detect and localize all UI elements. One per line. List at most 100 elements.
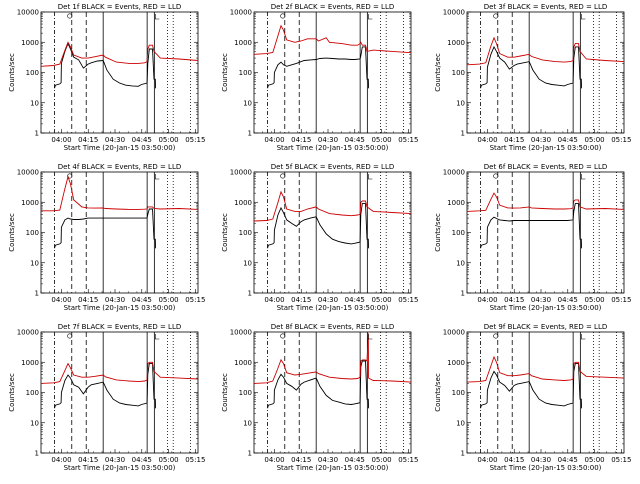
corner-marker-icon [581, 174, 586, 180]
x-tick-label: 04:00 [51, 136, 71, 144]
y-tick-label: 10000 [443, 329, 465, 337]
x-tick-label: 04:30 [105, 136, 125, 144]
y-axis-label: Counts/sec [434, 373, 442, 412]
lld-series-line [467, 192, 624, 212]
chart-panel: Det 8f BLACK = Events, RED = LLD 1 10 100 10… [221, 323, 418, 472]
plot-area [254, 332, 411, 453]
lld-series-line [254, 190, 411, 222]
x-tick-label: 04:45 [345, 296, 365, 304]
plot-area [254, 12, 411, 133]
chart-title: Det 7f BLACK = Events, RED = LLD [58, 323, 181, 331]
y-tick-label: 1000 [234, 39, 252, 47]
lld-series-line [254, 24, 411, 55]
orbit-marker-icon [280, 173, 286, 179]
x-tick-label: 04:00 [264, 136, 284, 144]
x-tick-label: 04:15 [291, 136, 311, 144]
plot-frame [40, 11, 199, 134]
chart-panel: Det 6f BLACK = Events, RED = LLD 1 10 100 10… [434, 163, 631, 312]
x-tick-label: 05:15 [398, 456, 418, 464]
plot-frame [466, 171, 625, 294]
chart-panel: Det 2f BLACK = Events, RED = LLD 1 10 100 10… [221, 3, 418, 152]
x-tick-label: 04:30 [318, 296, 338, 304]
x-tick-label: 05:15 [611, 296, 631, 304]
x-tick-label: 04:45 [558, 296, 578, 304]
corner-marker-icon [155, 334, 160, 340]
corner-marker-icon [368, 174, 373, 180]
x-tick-label: 04:45 [558, 136, 578, 144]
x-axis-label: Start Time (20-Jan-15 03:50:00) [64, 464, 176, 472]
y-tick-label: 100 [239, 69, 252, 77]
x-tick-label: 04:30 [531, 136, 551, 144]
y-tick-label: 1 [35, 450, 39, 458]
orbit-marker-icon [493, 13, 499, 19]
y-tick-label: 1000 [447, 39, 465, 47]
chart-panel: Det 4f BLACK = Events, RED = LLD 1 10 100 10… [8, 163, 205, 312]
x-tick-label: 05:00 [584, 456, 604, 464]
y-tick-label: 1 [248, 130, 252, 138]
x-axis-label: Start Time (20-Jan-15 03:50:00) [490, 144, 602, 152]
lld-series-line [41, 175, 198, 212]
x-tick-label: 05:00 [371, 296, 391, 304]
y-tick-label: 100 [239, 229, 252, 237]
plot-frame [253, 11, 412, 134]
plot-frame [253, 331, 412, 454]
y-tick-label: 10000 [230, 329, 252, 337]
chart-title: Det 3f BLACK = Events, RED = LLD [484, 3, 607, 11]
events-series-line [54, 363, 157, 409]
chart-title: Det 4f BLACK = Events, RED = LLD [58, 163, 181, 171]
corner-marker-icon [155, 14, 160, 20]
events-series-line [54, 208, 157, 249]
x-tick-label: 04:15 [504, 296, 524, 304]
chart-title: Det 5f BLACK = Events, RED = LLD [271, 163, 394, 171]
y-tick-label: 10000 [443, 9, 465, 17]
events-series-line [480, 203, 583, 249]
y-tick-label: 1000 [234, 359, 252, 367]
x-tick-label: 05:15 [185, 136, 205, 144]
y-tick-label: 10 [243, 259, 252, 267]
x-axis-label: Start Time (20-Jan-15 03:50:00) [490, 464, 602, 472]
y-tick-label: 10000 [17, 9, 39, 17]
x-tick-label: 04:00 [477, 296, 497, 304]
y-tick-label: 10000 [17, 169, 39, 177]
events-series-line [54, 42, 157, 89]
x-tick-label: 04:15 [504, 136, 524, 144]
lld-series-line [467, 355, 624, 383]
x-tick-label: 05:00 [158, 296, 178, 304]
corner-marker-icon [368, 14, 373, 20]
chart-title: Det 2f BLACK = Events, RED = LLD [271, 3, 394, 11]
events-series-line [267, 46, 370, 89]
events-series-line [480, 45, 583, 89]
plot-area [254, 172, 411, 293]
x-tick-label: 04:45 [132, 136, 152, 144]
y-tick-label: 100 [239, 389, 252, 397]
lld-series-line [467, 36, 624, 66]
y-axis-label: Counts/sec [434, 53, 442, 92]
x-tick-label: 05:00 [584, 296, 604, 304]
chart-title: Det 9f BLACK = Events, RED = LLD [484, 323, 607, 331]
x-tick-label: 04:15 [78, 136, 98, 144]
chart-panel: Det 9f BLACK = Events, RED = LLD 1 10 100 10… [434, 323, 631, 472]
chart-title: Det 6f BLACK = Events, RED = LLD [484, 163, 607, 171]
x-axis-label: Start Time (20-Jan-15 03:50:00) [277, 464, 389, 472]
y-axis-label: Counts/sec [221, 53, 229, 92]
x-axis-label: Start Time (20-Jan-15 03:50:00) [277, 304, 389, 312]
y-tick-label: 1 [35, 290, 39, 298]
chart-panel: Det 5f BLACK = Events, RED = LLD 1 10 100 10… [221, 163, 418, 312]
x-tick-label: 04:45 [132, 296, 152, 304]
x-tick-label: 05:00 [158, 456, 178, 464]
y-tick-label: 10 [30, 259, 39, 267]
y-tick-label: 10 [30, 419, 39, 427]
y-axis-label: Counts/sec [8, 53, 16, 92]
y-tick-label: 1000 [447, 359, 465, 367]
y-tick-label: 100 [452, 229, 465, 237]
chart-panel: Det 7f BLACK = Events, RED = LLD 1 10 100 10… [8, 323, 205, 472]
plot-frame [253, 171, 412, 294]
x-axis-label: Start Time (20-Jan-15 03:50:00) [64, 304, 176, 312]
x-tick-label: 04:30 [105, 296, 125, 304]
plot-frame [466, 11, 625, 134]
chart-title: Det 1f BLACK = Events, RED = LLD [58, 3, 181, 11]
y-tick-label: 100 [26, 229, 39, 237]
y-axis-label: Counts/sec [8, 213, 16, 252]
